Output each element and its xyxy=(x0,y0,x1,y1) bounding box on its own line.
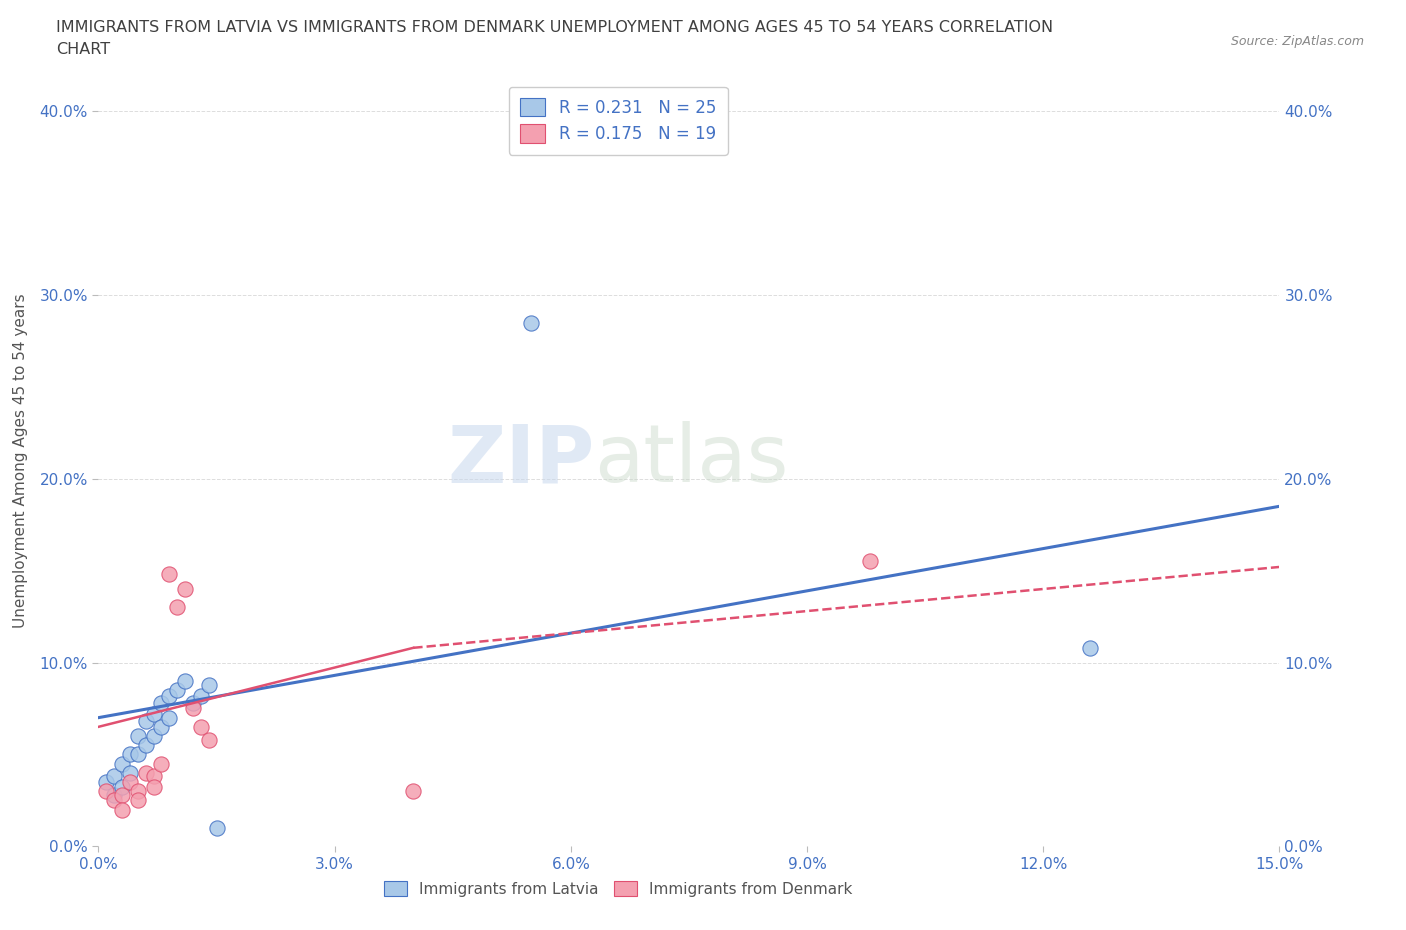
Point xyxy=(103,793,125,808)
Point xyxy=(859,554,882,569)
Point xyxy=(142,780,165,795)
Point xyxy=(166,600,188,615)
Point xyxy=(157,567,180,582)
Point xyxy=(520,315,543,330)
Text: atlas: atlas xyxy=(595,421,789,499)
Point xyxy=(402,784,425,799)
Point xyxy=(103,788,125,803)
Text: IMMIGRANTS FROM LATVIA VS IMMIGRANTS FROM DENMARK UNEMPLOYMENT AMONG AGES 45 TO : IMMIGRANTS FROM LATVIA VS IMMIGRANTS FRO… xyxy=(56,20,1053,35)
Point xyxy=(150,696,173,711)
Text: Source: ZipAtlas.com: Source: ZipAtlas.com xyxy=(1230,35,1364,48)
Point xyxy=(127,728,149,743)
Point xyxy=(135,714,157,729)
Point xyxy=(118,747,141,762)
Point xyxy=(142,728,165,743)
Point xyxy=(190,688,212,703)
Point xyxy=(142,707,165,722)
Point xyxy=(127,747,149,762)
Point xyxy=(205,820,228,835)
Legend: Immigrants from Latvia, Immigrants from Denmark: Immigrants from Latvia, Immigrants from … xyxy=(377,873,860,904)
Point xyxy=(181,701,204,716)
Point xyxy=(111,788,134,803)
Point xyxy=(197,732,219,747)
Text: ZIP: ZIP xyxy=(447,421,595,499)
Point xyxy=(111,802,134,817)
Point xyxy=(174,673,197,688)
Point xyxy=(103,769,125,784)
Text: CHART: CHART xyxy=(56,42,110,57)
Point xyxy=(1080,641,1102,656)
Y-axis label: Unemployment Among Ages 45 to 54 years: Unemployment Among Ages 45 to 54 years xyxy=(14,293,28,628)
Point xyxy=(96,784,118,799)
Point xyxy=(181,696,204,711)
Point xyxy=(142,769,165,784)
Point xyxy=(118,775,141,790)
Point xyxy=(127,793,149,808)
Point xyxy=(135,765,157,780)
Point xyxy=(190,720,212,735)
Point xyxy=(157,711,180,725)
Point xyxy=(127,784,149,799)
Point xyxy=(135,737,157,752)
Point xyxy=(150,720,173,735)
Point xyxy=(96,775,118,790)
Point xyxy=(174,581,197,596)
Point xyxy=(166,683,188,698)
Point xyxy=(111,780,134,795)
Point xyxy=(150,756,173,771)
Point xyxy=(118,765,141,780)
Point xyxy=(157,688,180,703)
Point xyxy=(197,677,219,692)
Point xyxy=(111,756,134,771)
